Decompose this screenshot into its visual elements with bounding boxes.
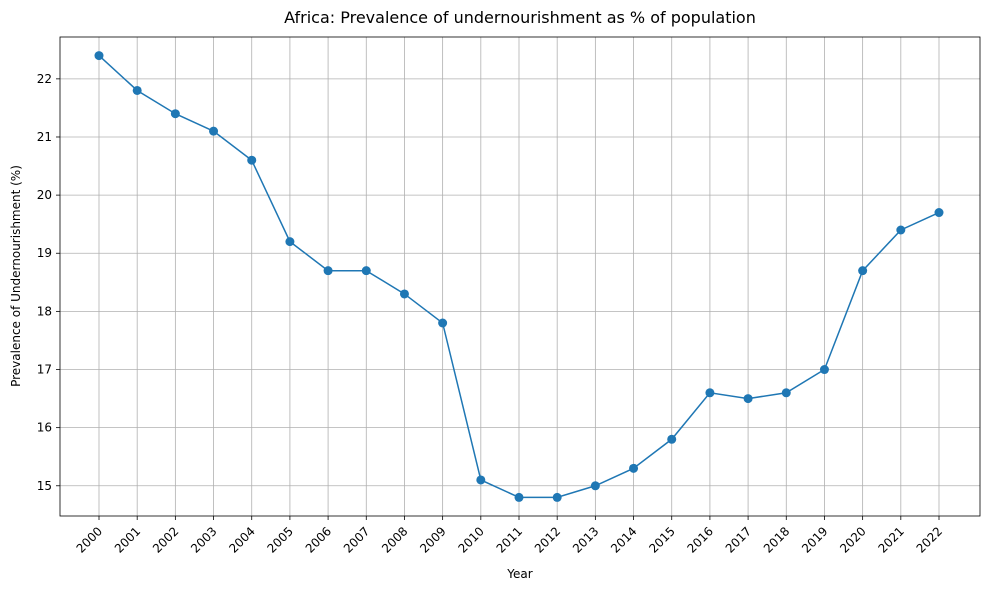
y-tick-label: 16 bbox=[37, 421, 52, 435]
x-tick-label: 2018 bbox=[761, 524, 792, 555]
x-tick-label: 2010 bbox=[455, 524, 486, 555]
x-tick-label: 2005 bbox=[265, 524, 296, 555]
data-point bbox=[247, 155, 257, 165]
data-point bbox=[209, 126, 219, 136]
plot-frame bbox=[59, 36, 981, 517]
data-point bbox=[781, 388, 791, 398]
data-point bbox=[629, 463, 639, 473]
x-tick-label: 2014 bbox=[608, 524, 639, 555]
x-tick-label: 2009 bbox=[417, 524, 448, 555]
y-tick-label: 19 bbox=[37, 246, 52, 260]
y-tick-label: 18 bbox=[37, 304, 52, 318]
data-point bbox=[934, 208, 944, 218]
series-layer bbox=[94, 51, 944, 502]
data-point bbox=[858, 266, 868, 276]
data-point bbox=[590, 481, 600, 491]
x-axis-label: Year bbox=[506, 567, 532, 581]
y-axis-label: Prevalence of Undernourishment (%) bbox=[9, 165, 23, 387]
data-point bbox=[94, 51, 104, 61]
x-tick-label: 2006 bbox=[303, 524, 334, 555]
x-tick-label: 2003 bbox=[188, 524, 219, 555]
x-tick-label: 2004 bbox=[226, 524, 257, 555]
x-tick-label: 2000 bbox=[74, 524, 105, 555]
x-tick-label: 2011 bbox=[494, 524, 525, 555]
data-point bbox=[552, 492, 562, 502]
x-tick-label: 2012 bbox=[532, 524, 563, 555]
data-point bbox=[361, 266, 371, 276]
data-point bbox=[819, 365, 829, 375]
x-tick-label: 2017 bbox=[723, 524, 754, 555]
data-point bbox=[514, 492, 524, 502]
x-tick-label: 2002 bbox=[150, 524, 181, 555]
y-tick-label: 20 bbox=[37, 188, 52, 202]
data-point bbox=[323, 266, 333, 276]
x-tick-label: 2015 bbox=[646, 524, 677, 555]
grid-lines bbox=[60, 37, 980, 516]
y-tick-label: 22 bbox=[37, 72, 52, 86]
data-point bbox=[743, 394, 753, 404]
data-point bbox=[896, 225, 906, 235]
chart-title: Africa: Prevalence of undernourishment a… bbox=[284, 8, 756, 27]
data-point bbox=[399, 289, 409, 299]
data-point bbox=[705, 388, 715, 398]
y-tick-label: 17 bbox=[37, 363, 52, 377]
x-tick-label: 2019 bbox=[799, 524, 830, 555]
x-tick-label: 2022 bbox=[914, 524, 945, 555]
x-tick-label: 2007 bbox=[341, 524, 372, 555]
data-point bbox=[476, 475, 486, 485]
y-tick-label: 15 bbox=[37, 479, 52, 493]
y-tick-label: 21 bbox=[37, 130, 52, 144]
x-tick-label: 2008 bbox=[379, 524, 410, 555]
x-tick-label: 2020 bbox=[837, 524, 868, 555]
x-tick-label: 2021 bbox=[875, 524, 906, 555]
x-tick-label: 2016 bbox=[685, 524, 716, 555]
axis-ticks: 2000 2001 2002 2003 2004 2005 2006 2007 2008 2009… bbox=[37, 72, 945, 556]
data-point bbox=[285, 237, 295, 247]
x-tick-label: 2001 bbox=[112, 524, 143, 555]
data-point bbox=[667, 434, 677, 444]
data-point bbox=[438, 318, 448, 328]
x-tick-label: 2013 bbox=[570, 524, 601, 555]
data-point bbox=[132, 85, 142, 95]
data-point bbox=[170, 109, 180, 119]
